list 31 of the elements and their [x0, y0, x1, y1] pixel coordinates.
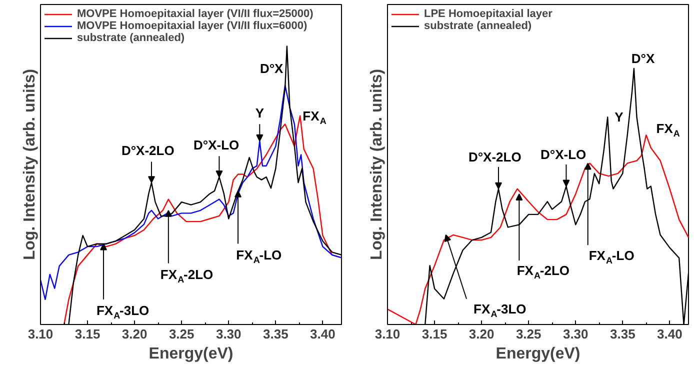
- x-tick-label: 3.40: [310, 326, 336, 342]
- x-tick-label: 3.30: [216, 326, 242, 342]
- x-tick-label: 3.15: [74, 326, 100, 342]
- legend-label: substrate (annealed): [424, 20, 532, 32]
- annotation: Y: [614, 110, 624, 125]
- legend-label: MOVPE Homoepitaxial layer (VI/II flux=6000): [77, 20, 308, 32]
- x-tick-label: 3.35: [263, 326, 288, 342]
- annotation: D°X: [631, 50, 656, 66]
- annotation: D°X: [260, 61, 284, 76]
- annotation: D°X-2LO: [468, 149, 522, 164]
- x-tick-label: 3.20: [122, 326, 148, 342]
- annotation: Y: [255, 106, 264, 121]
- x-tick-label: 3.30: [562, 326, 588, 342]
- x-tick-label: 3.10: [28, 326, 54, 342]
- x-axis-title: Energy(eV): [148, 346, 234, 362]
- x-tick-label: 3.15: [422, 326, 448, 342]
- x-axis-title: Energy(eV): [496, 346, 580, 362]
- annotation: D°X-LO: [540, 146, 586, 162]
- x-tick-label: 3.25: [516, 326, 542, 342]
- x-tick-label: 3.20: [468, 326, 494, 342]
- legend-label: MOVPE Homoepitaxial layer (VI/II flux=25000): [77, 8, 314, 20]
- y-axis-title: Log. Intensity (arb. units): [368, 68, 386, 260]
- x-tick-label: 3.25: [168, 326, 194, 342]
- annotation: D°X-LO: [193, 138, 240, 153]
- x-tick-label: 3.40: [657, 326, 682, 342]
- x-tick-label: 3.35: [610, 326, 636, 342]
- legend-label: substrate (annealed): [77, 32, 185, 44]
- legend-label: LPE Homoepitaxial layer: [424, 8, 552, 20]
- x-tick-label: 3.10: [374, 326, 400, 342]
- annotation: D°X-2LO: [121, 143, 174, 158]
- y-axis-title: Log. Intensity (arb. units): [22, 68, 38, 260]
